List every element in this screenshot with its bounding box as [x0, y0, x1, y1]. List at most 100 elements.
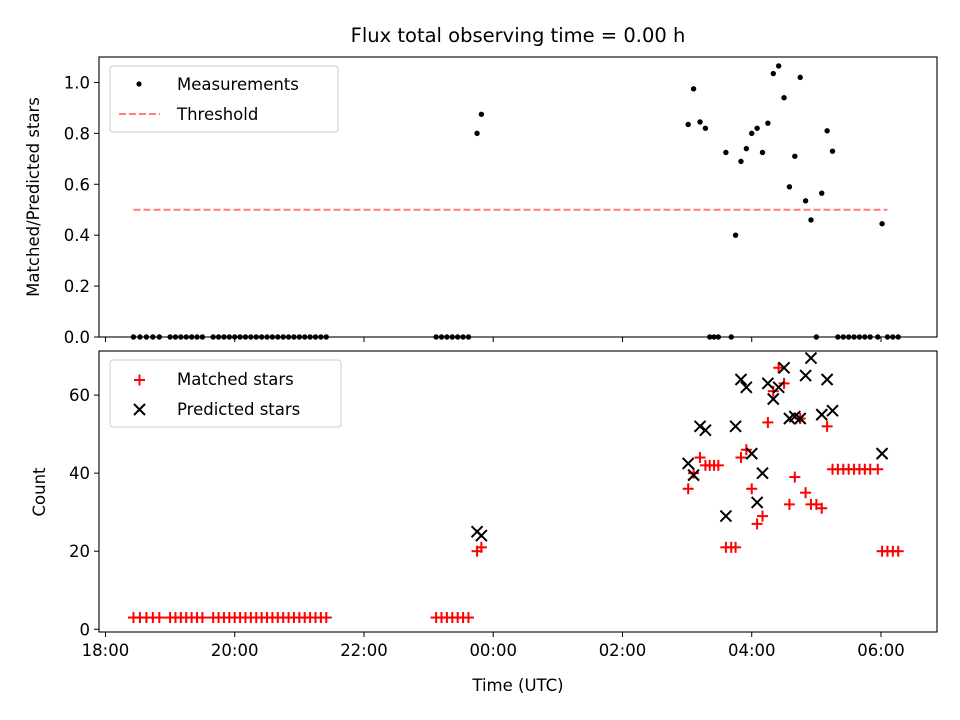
measurement-point: [242, 334, 249, 340]
measurement-point: [829, 148, 836, 154]
measurement-point: [862, 334, 868, 340]
bottom-plot-area: [127, 351, 904, 624]
measurement-point: [690, 86, 697, 92]
measurement-point: [199, 334, 206, 340]
measurement-point: [884, 334, 891, 340]
measurement-point: [802, 198, 809, 204]
bottom-y-tick-label: 0: [80, 620, 91, 639]
predicted-star-point: [767, 392, 780, 406]
matched-star-point: [462, 612, 474, 624]
measurement-point: [851, 334, 857, 340]
measurement-point: [723, 149, 729, 156]
measurement-point: [167, 334, 173, 340]
matched-star-point: [730, 541, 742, 553]
matched-star-point: [751, 518, 763, 530]
measurement-point: [438, 334, 445, 340]
legend-threshold-label: Threshold: [176, 105, 258, 124]
matched-star-point: [746, 483, 758, 495]
matched-star-point: [800, 487, 812, 499]
top-axes-frame: [98, 56, 938, 338]
bottom-y-tick-label: 20: [69, 542, 90, 561]
measurement-point: [895, 334, 901, 340]
measurement-point: [840, 334, 846, 340]
predicted-star-point: [475, 529, 488, 542]
measurement-point: [312, 334, 319, 340]
matched-star-point: [892, 545, 904, 557]
measurement-point: [172, 334, 179, 340]
bottom-y-tick-label: 40: [69, 464, 90, 483]
matched-star-point: [872, 463, 884, 475]
matched-star-point: [196, 612, 208, 624]
matched-star-point: [778, 377, 790, 389]
predicted-star-point: [750, 496, 764, 509]
measurement-point: [856, 334, 863, 340]
legend-predicted-marker: [133, 403, 146, 416]
measurement-point: [697, 119, 703, 125]
measurement-point: [156, 334, 163, 340]
matched-star-point: [783, 498, 795, 510]
top-y-axis-label: Matched/Predicted stars: [24, 97, 43, 297]
top-y-tick-label: 0.4: [64, 226, 90, 245]
x-tick-label: 04:00: [728, 641, 776, 660]
predicted-star-point: [804, 351, 818, 365]
measurement-point: [465, 334, 472, 340]
measurement-point: [253, 334, 259, 340]
measurement-point: [890, 334, 896, 340]
predicted-star-point: [756, 466, 769, 480]
bottom-y-tick-label: 60: [69, 386, 90, 405]
matched-star-point: [757, 510, 769, 522]
measurement-point: [269, 334, 276, 340]
measurement-point: [150, 334, 156, 340]
top-y-tick-label: 0.8: [64, 124, 90, 143]
bottom-y-axis-label: Count: [30, 467, 49, 517]
matched-star-point: [762, 416, 774, 428]
measurement-point: [143, 334, 150, 340]
predicted-star-point: [875, 447, 889, 460]
bottom-axes-frame: [98, 350, 938, 633]
predicted-star-point: [681, 457, 695, 470]
measurement-point: [264, 334, 270, 340]
measurement-point: [702, 125, 709, 131]
matched-star-point: [712, 459, 724, 471]
measurement-point: [845, 334, 852, 340]
legend-matched-marker: [134, 374, 145, 386]
measurement-point: [130, 334, 137, 340]
predicted-star-point: [699, 424, 712, 437]
measurement-point: [460, 334, 466, 340]
measurement-point: [824, 128, 830, 134]
measurement-point: [221, 334, 227, 340]
predicted-star-point: [772, 381, 785, 394]
matched-star-point: [821, 420, 833, 432]
measurement-point: [754, 125, 760, 131]
measurement-point: [770, 70, 776, 77]
measurement-point: [248, 334, 254, 340]
predicted-star-point: [719, 509, 733, 523]
measurement-point: [835, 334, 841, 340]
matched-star-point: [153, 612, 165, 624]
matched-star-point: [740, 444, 752, 456]
predicted-star-point: [693, 420, 707, 433]
measurement-point: [797, 74, 803, 81]
measurement-point: [183, 334, 189, 340]
measurement-point: [728, 334, 734, 340]
matched-star-point: [773, 362, 785, 374]
bottom-legend-box: [109, 359, 342, 428]
measurement-point: [280, 334, 286, 340]
x-tick-label: 20:00: [211, 641, 259, 660]
measurement-point: [738, 158, 744, 165]
legend-matched-label: Matched stars: [177, 370, 294, 389]
matched-star-point: [320, 612, 332, 624]
bottom-legend: Matched stars Predicted stars: [109, 359, 342, 428]
measurement-point: [765, 120, 771, 126]
x-tick-label: 18:00: [82, 641, 130, 660]
legend-measurements-label: Measurements: [177, 75, 299, 94]
x-axis-label: Time (UTC): [471, 676, 563, 695]
matched-star-point: [682, 483, 694, 495]
predicted-star-point: [820, 373, 834, 386]
predicted-star-point: [777, 361, 791, 374]
bottom-x-ticks: 18:00 20:00 22:00 00:00 02:00 04:00 06:00: [82, 632, 905, 660]
legend-predicted-label: Predicted stars: [177, 400, 300, 419]
measurement-point: [474, 130, 480, 137]
matched-star-point: [475, 541, 487, 553]
